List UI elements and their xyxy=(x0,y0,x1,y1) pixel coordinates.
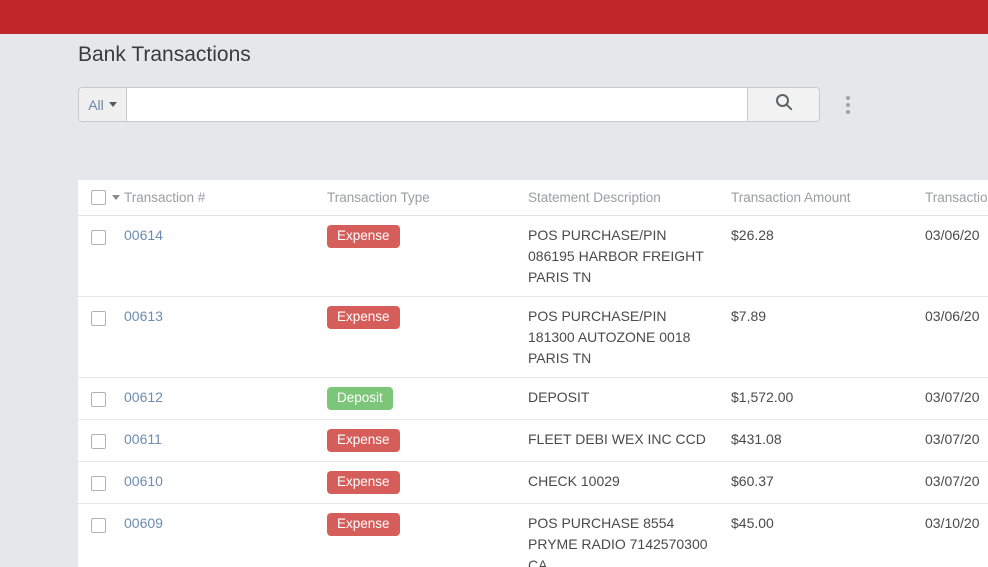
transaction-number-link[interactable]: 00613 xyxy=(124,308,163,324)
statement-description: DEPOSIT xyxy=(528,377,731,420)
search-button[interactable] xyxy=(747,87,820,122)
transaction-date: 03/06/20 xyxy=(925,296,988,378)
filter-dropdown-button[interactable]: All xyxy=(78,87,127,122)
transaction-date: 03/07/20 xyxy=(925,419,988,462)
table-row[interactable]: 00613 Expense POS PURCHASE/PIN 181300 AU… xyxy=(78,296,988,378)
top-nav-bar xyxy=(0,0,988,34)
column-header-transaction-amount[interactable]: Transaction Amount xyxy=(731,180,925,216)
table-row[interactable]: 00612 Deposit DEPOSIT $1,572.00 03/07/20 xyxy=(78,377,988,420)
transaction-number-link[interactable]: 00611 xyxy=(124,431,162,447)
search-group: All xyxy=(78,87,820,122)
row-checkbox[interactable] xyxy=(91,310,106,326)
caret-down-icon xyxy=(108,102,117,107)
transaction-type-badge: Expense xyxy=(327,225,400,248)
transaction-amount: $45.00 xyxy=(731,503,925,567)
filter-dropdown-label: All xyxy=(88,96,104,113)
column-header-transaction-date[interactable]: Transaction Date xyxy=(925,180,988,216)
transaction-number-link[interactable]: 00609 xyxy=(124,515,163,531)
transaction-date: 03/07/20 xyxy=(925,377,988,420)
row-checkbox[interactable] xyxy=(91,433,106,449)
statement-description: FLEET DEBI WEX INC CCD xyxy=(528,419,731,462)
transaction-date: 03/10/20 xyxy=(925,503,988,567)
search-icon xyxy=(774,92,794,117)
transaction-amount: $1,572.00 xyxy=(731,377,925,420)
column-header-statement-description[interactable]: Statement Description xyxy=(528,180,731,216)
transaction-type-badge: Expense xyxy=(327,513,400,536)
transaction-amount: $60.37 xyxy=(731,461,925,504)
transactions-table-container: Transaction # Transaction Type Statement… xyxy=(78,180,988,567)
row-checkbox[interactable] xyxy=(91,475,106,491)
column-header-transaction-number[interactable]: Transaction # xyxy=(124,180,327,216)
statement-description: CHECK 10029 xyxy=(528,461,731,504)
search-toolbar: All xyxy=(78,87,988,122)
select-all-checkbox[interactable] xyxy=(91,190,106,205)
kebab-menu-icon xyxy=(846,95,850,114)
row-checkbox[interactable] xyxy=(91,229,106,245)
row-checkbox[interactable] xyxy=(91,517,106,533)
transaction-amount: $7.89 xyxy=(731,296,925,378)
transaction-date: 03/06/20 xyxy=(925,215,988,297)
statement-description: POS PURCHASE/PIN 086195 HARBOR FREIGHT P… xyxy=(528,215,731,297)
select-menu-caret-icon[interactable] xyxy=(112,195,120,200)
search-input[interactable] xyxy=(127,87,747,122)
row-checkbox[interactable] xyxy=(91,391,106,407)
table-header-row: Transaction # Transaction Type Statement… xyxy=(78,180,988,216)
table-row[interactable]: 00614 Expense POS PURCHASE/PIN 086195 HA… xyxy=(78,215,988,297)
transaction-type-badge: Expense xyxy=(327,429,400,452)
transactions-table: Transaction # Transaction Type Statement… xyxy=(78,180,988,567)
transaction-number-link[interactable]: 00612 xyxy=(124,389,163,405)
transaction-amount: $431.08 xyxy=(731,419,925,462)
more-options-button[interactable] xyxy=(842,87,854,122)
transaction-type-badge: Expense xyxy=(327,471,400,494)
table-row[interactable]: 00610 Expense CHECK 10029 $60.37 03/07/2… xyxy=(78,461,988,504)
statement-description: POS PURCHASE 8554 PRYME RADIO 7142570300… xyxy=(528,503,731,567)
table-row[interactable]: 00609 Expense POS PURCHASE 8554 PRYME RA… xyxy=(78,503,988,567)
page-title: Bank Transactions xyxy=(78,43,251,66)
transaction-type-badge: Expense xyxy=(327,306,400,329)
transaction-date: 03/07/20 xyxy=(925,461,988,504)
column-header-transaction-type[interactable]: Transaction Type xyxy=(327,180,528,216)
statement-description: POS PURCHASE/PIN 181300 AUTOZONE 0018 PA… xyxy=(528,296,731,378)
transaction-amount: $26.28 xyxy=(731,215,925,297)
transaction-number-link[interactable]: 00614 xyxy=(124,227,163,243)
transaction-number-link[interactable]: 00610 xyxy=(124,473,163,489)
transaction-type-badge: Deposit xyxy=(327,387,393,410)
table-row[interactable]: 00611 Expense FLEET DEBI WEX INC CCD $43… xyxy=(78,419,988,462)
